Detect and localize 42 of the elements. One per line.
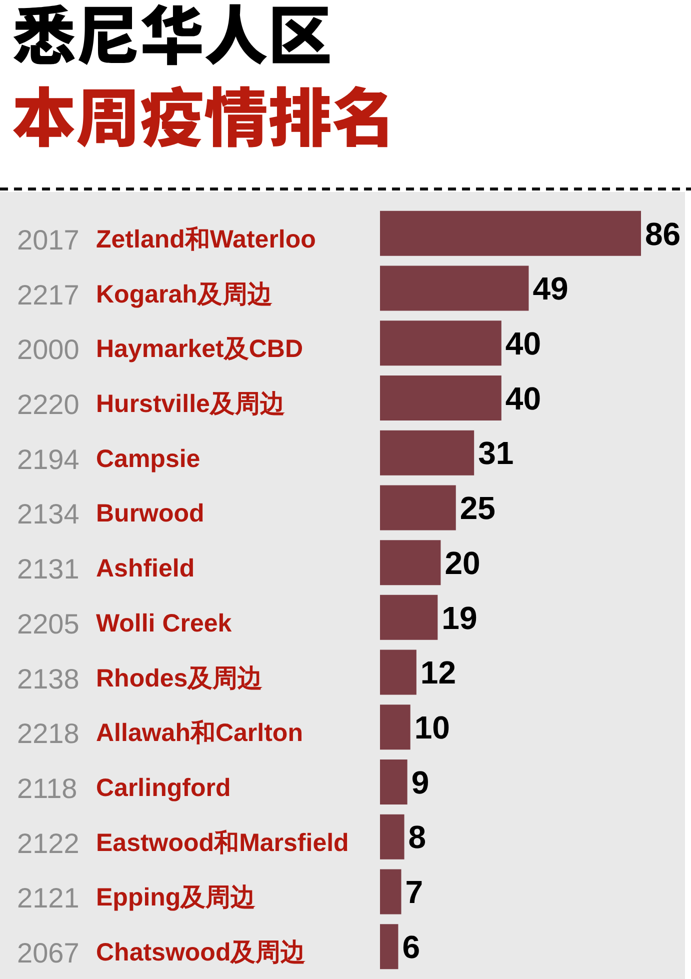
y-tick-label: 2118 Carlingford — [17, 772, 231, 804]
y-tick-label: 2067 Chatswood及周边 — [17, 937, 306, 968]
y-tick-label: 2017 Zetland和Waterloo — [17, 224, 316, 255]
y-tick-label: 2205 Wolli Creek — [17, 608, 232, 639]
y-tick-label: 2220 Hurstville及周边 — [17, 388, 285, 420]
bar — [380, 924, 398, 970]
data-label: 25 — [460, 490, 496, 526]
data-label: 19 — [442, 600, 478, 636]
bar — [380, 430, 474, 476]
y-tick-label: 2000 Haymarket及CBD — [17, 334, 304, 365]
y-tick-label: 2217 Kogarah及周边 — [17, 278, 272, 310]
y-tick-label: 2121 Epping及周边 — [17, 882, 256, 914]
data-label: 9 — [411, 764, 430, 800]
data-label: 7 — [405, 874, 424, 910]
y-tick-label: 2131 Ashfield — [17, 553, 195, 584]
data-label: 86 — [645, 216, 681, 252]
data-label: 8 — [408, 819, 426, 856]
bar — [380, 814, 404, 860]
data-label: 49 — [532, 270, 568, 307]
bar — [380, 266, 529, 311]
y-tick-label: 2134 Burwood — [17, 498, 204, 530]
bar — [380, 540, 441, 586]
bar — [380, 320, 502, 366]
y-tick-label: 2138 Rhodes及周边 — [17, 662, 263, 694]
data-label: 10 — [414, 710, 450, 746]
bar — [380, 760, 408, 805]
bar — [380, 485, 456, 530]
data-label: 12 — [420, 654, 456, 691]
y-tick-label: 2122 Eastwood和Marsfield — [17, 827, 349, 858]
y-tick-label: 2194 Campsie — [17, 443, 200, 474]
data-label: 31 — [478, 435, 514, 472]
data-label: 40 — [505, 380, 541, 416]
bar — [380, 376, 502, 421]
data-label: 20 — [444, 544, 480, 581]
bar — [380, 594, 438, 640]
y-tick-label: 2218 Allawah和Carlton — [17, 718, 303, 749]
bar — [380, 210, 641, 256]
bar — [380, 650, 416, 695]
bar — [380, 704, 410, 750]
data-label: 40 — [505, 326, 541, 362]
data-label: 6 — [402, 928, 420, 965]
bar — [380, 869, 402, 914]
